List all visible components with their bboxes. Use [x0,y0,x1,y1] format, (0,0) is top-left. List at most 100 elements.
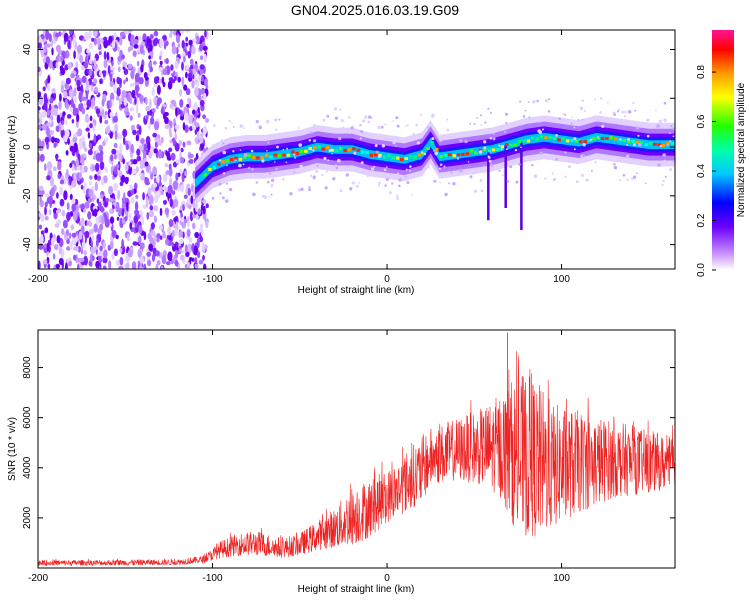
ridge-cell [517,140,522,144]
noise-blob [113,32,117,39]
noise-blob [95,152,101,162]
ridge-cell [304,149,308,153]
noise-blob [132,129,137,136]
scatter-dot [334,116,338,120]
noise-blob [118,134,123,140]
scatter-dot [289,192,293,196]
ridge-cell [622,139,627,143]
noise-blob [164,66,168,76]
noise-blob [118,78,123,85]
noise-blob [198,259,204,265]
noise-blob [85,91,89,100]
noise-blob [136,60,140,67]
scatter-dot [438,167,441,170]
noise-blob [170,120,173,129]
ridge-cell [360,150,365,154]
noise-blob [74,96,77,103]
scatter-dot [485,131,488,134]
noise-blob [66,229,69,236]
noise-blob [126,201,129,212]
scatter-dot [473,189,477,193]
noise-blob [199,64,205,70]
scatter-dot [663,101,667,105]
noise-blob [60,55,64,62]
scatter-dot [285,161,288,164]
noise-blob [135,194,139,199]
noise-blob [128,63,133,70]
y-tick-label: 8000 [22,356,33,379]
scatter-dot [658,119,663,124]
noise-blob [205,220,209,229]
noise-blob [183,84,188,91]
noise-blob [38,224,43,230]
noise-blob [95,108,101,115]
noise-blob [58,246,62,255]
noise-blob [191,222,196,230]
noise-blob [180,216,185,223]
noise-blob [168,163,172,170]
ridge-cell [448,153,452,157]
scatter-dot [415,123,419,127]
noise-blob [111,40,116,49]
noise-blob [134,201,139,211]
noise-blob [202,205,206,215]
noise-blob [52,253,56,260]
noise-blob [50,106,56,116]
noise-blob [164,124,170,129]
scatter-dot [366,174,370,177]
noise-blob [99,223,104,231]
ridge-cell [216,162,221,166]
noise-blob [148,55,152,60]
noise-blob [66,212,71,221]
noise-blob [127,249,133,258]
noise-blob [90,246,96,255]
scatter-dot [222,142,225,145]
noise-blob [136,148,141,156]
ridge-cell [657,143,661,147]
noise-blob [128,212,132,222]
ridge-cell [334,149,339,153]
scatter-dot [345,173,349,177]
noise-blob [188,153,194,158]
noise-blob [72,109,78,116]
noise-blob [145,96,148,106]
noise-blob [69,193,73,200]
noise-blob [152,38,158,47]
scatter-dot [528,116,531,119]
y-tick-label: -20 [22,188,33,203]
scatter-dot [520,146,522,148]
noise-blob [48,209,52,216]
noise-blob [146,212,150,220]
scatter-dot [371,167,375,171]
noise-blob [114,130,118,141]
noise-blob [57,161,62,171]
ridge-cell [260,156,264,160]
scatter-dot [580,174,584,177]
ridge-cell [456,153,461,157]
noise-blob [99,150,104,157]
noise-blob [184,219,188,224]
scatter-dot [448,182,451,185]
scatter-dot [362,119,366,123]
scatter-dot [238,163,242,168]
scatter-dot [266,150,268,152]
noise-blob [100,206,104,213]
noise-blob [118,97,122,106]
scatter-dot [373,165,376,168]
noise-blob [115,234,119,240]
scatter-dot [342,120,345,123]
y-tick-label: -40 [22,237,33,252]
scatter-dot [212,145,215,149]
noise-blob [124,263,129,269]
noise-blob [148,200,152,206]
noise-blob [55,263,60,269]
scatter-dot [392,141,396,145]
noise-blob [56,114,61,124]
noise-blob [203,53,207,63]
noise-blob [88,42,94,50]
scatter-dot [544,99,549,103]
ridge-cell [487,149,491,153]
scatter-dot [446,118,449,121]
ridge-cell [295,151,299,155]
noise-blob [117,46,120,52]
